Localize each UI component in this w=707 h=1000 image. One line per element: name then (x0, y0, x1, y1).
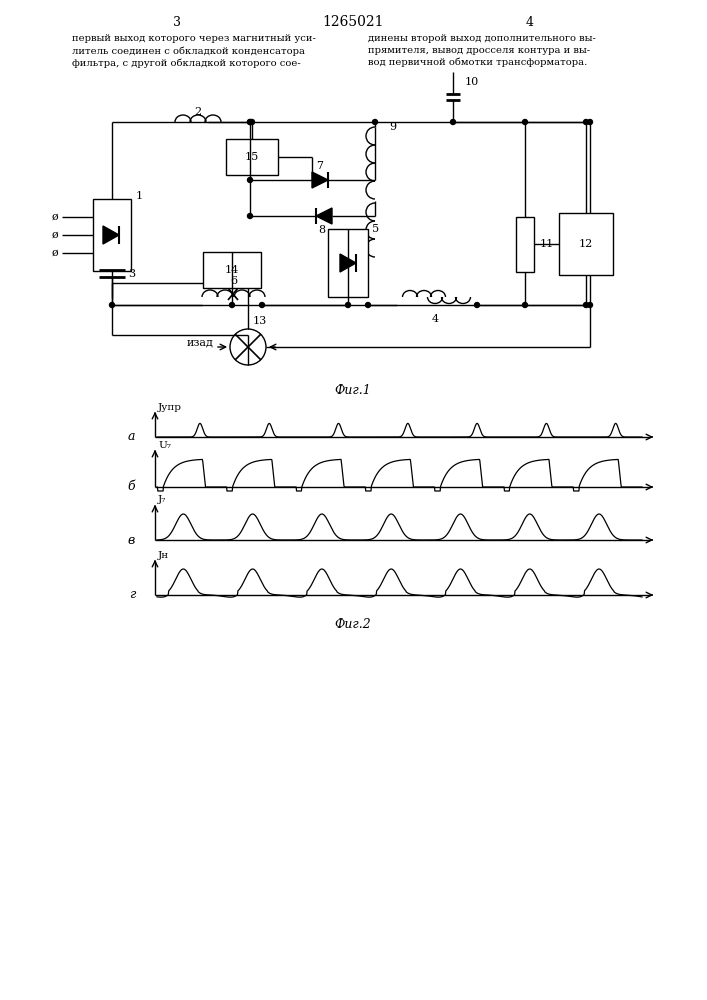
Text: 3: 3 (173, 15, 181, 28)
Text: 9: 9 (389, 122, 396, 132)
Text: а: а (127, 430, 135, 444)
Circle shape (583, 119, 588, 124)
Polygon shape (340, 254, 356, 272)
Circle shape (230, 302, 235, 308)
Circle shape (259, 302, 264, 308)
Text: 2: 2 (194, 107, 201, 117)
Bar (226, 139, 278, 175)
Polygon shape (316, 208, 332, 224)
Polygon shape (312, 172, 328, 188)
Text: первый выход которого через магнитный уси-
литель соединен с обкладкой конденсат: первый выход которого через магнитный ус… (72, 34, 316, 68)
Text: 8: 8 (318, 225, 325, 235)
Text: изад: изад (187, 337, 214, 347)
Bar (328, 229, 368, 297)
Text: Jн: Jн (158, 550, 169, 560)
Text: г: г (129, 588, 135, 601)
Text: ø: ø (52, 248, 58, 258)
Bar (93, 199, 131, 271)
Text: 3: 3 (128, 269, 135, 279)
Bar (559, 213, 613, 275)
Text: 4: 4 (526, 15, 534, 28)
Circle shape (250, 119, 255, 124)
Circle shape (474, 302, 479, 308)
Bar (203, 252, 261, 288)
Circle shape (247, 178, 252, 182)
Circle shape (522, 302, 527, 308)
Text: динены второй выход дополнительного вы-
прямителя, вывод дросселя контура и вы-
: динены второй выход дополнительного вы- … (368, 34, 596, 67)
Text: J₇: J₇ (158, 495, 166, 504)
Circle shape (583, 302, 588, 308)
Circle shape (346, 302, 351, 308)
Text: Jупр: Jупр (158, 402, 182, 412)
Text: 7: 7 (317, 161, 324, 171)
Circle shape (588, 119, 592, 124)
Circle shape (110, 302, 115, 308)
Circle shape (247, 119, 252, 124)
Bar (516, 217, 534, 271)
Text: 5: 5 (372, 224, 379, 234)
Text: Фиг.2: Фиг.2 (334, 618, 371, 632)
Circle shape (373, 119, 378, 124)
Text: 14: 14 (225, 265, 239, 275)
Text: в: в (128, 534, 135, 546)
Text: 6: 6 (230, 276, 238, 286)
Circle shape (450, 119, 455, 124)
Text: 15: 15 (245, 152, 259, 162)
Text: 11: 11 (540, 239, 554, 249)
Text: 1: 1 (136, 191, 143, 201)
Polygon shape (103, 226, 119, 244)
Circle shape (522, 119, 527, 124)
Text: Фиг.1: Фиг.1 (334, 383, 371, 396)
Text: ø: ø (52, 212, 58, 222)
Circle shape (247, 119, 252, 124)
Text: 1265021: 1265021 (322, 15, 384, 29)
Text: 12: 12 (579, 239, 593, 249)
Circle shape (247, 214, 252, 219)
Text: б: б (127, 481, 135, 493)
Text: 4: 4 (431, 314, 438, 324)
Text: U₇: U₇ (158, 440, 171, 450)
Text: 13: 13 (253, 316, 267, 326)
Text: 10: 10 (465, 77, 479, 87)
Text: ø: ø (52, 230, 58, 240)
Circle shape (366, 302, 370, 308)
Circle shape (588, 302, 592, 308)
